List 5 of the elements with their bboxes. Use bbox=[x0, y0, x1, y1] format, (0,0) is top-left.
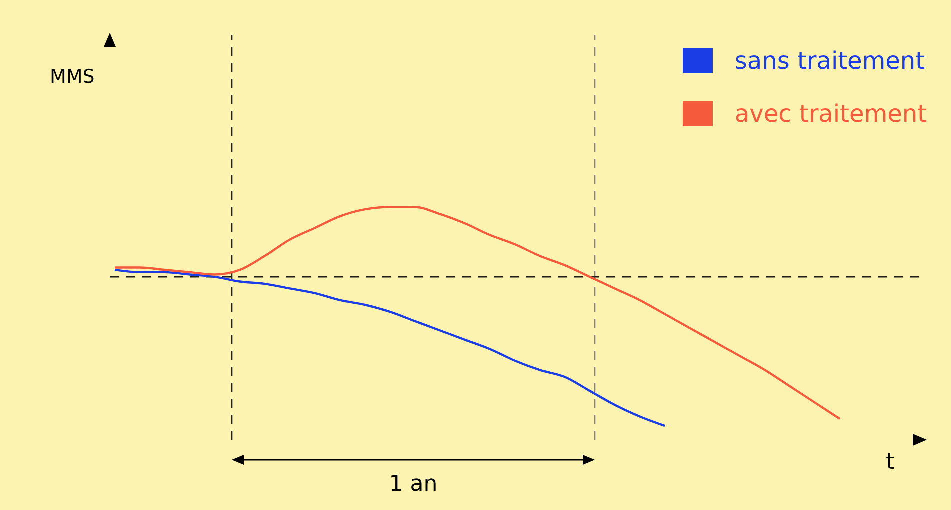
legend-label: avec traitement bbox=[734, 100, 927, 128]
x-axis-title: t bbox=[886, 450, 895, 475]
text: MMS bbox=[50, 66, 95, 88]
text: 1 an bbox=[388, 472, 439, 497]
legend-label: sans traitement bbox=[734, 46, 926, 74]
